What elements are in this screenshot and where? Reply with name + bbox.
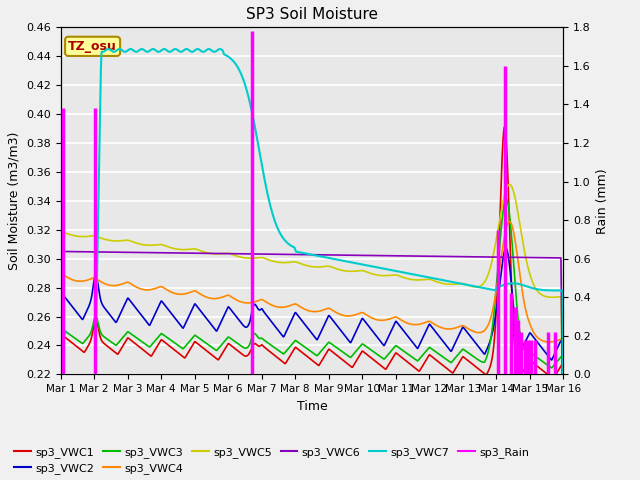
Title: SP3 Soil Moisture: SP3 Soil Moisture <box>246 7 378 22</box>
X-axis label: Time: Time <box>296 400 327 413</box>
Y-axis label: Soil Moisture (m3/m3): Soil Moisture (m3/m3) <box>8 132 20 270</box>
Legend: sp3_VWC1, sp3_VWC2, sp3_VWC3, sp3_VWC4, sp3_VWC5, sp3_VWC6, sp3_VWC7, sp3_Rain: sp3_VWC1, sp3_VWC2, sp3_VWC3, sp3_VWC4, … <box>10 443 534 479</box>
Y-axis label: Rain (mm): Rain (mm) <box>596 168 609 234</box>
Text: TZ_osu: TZ_osu <box>68 40 117 53</box>
